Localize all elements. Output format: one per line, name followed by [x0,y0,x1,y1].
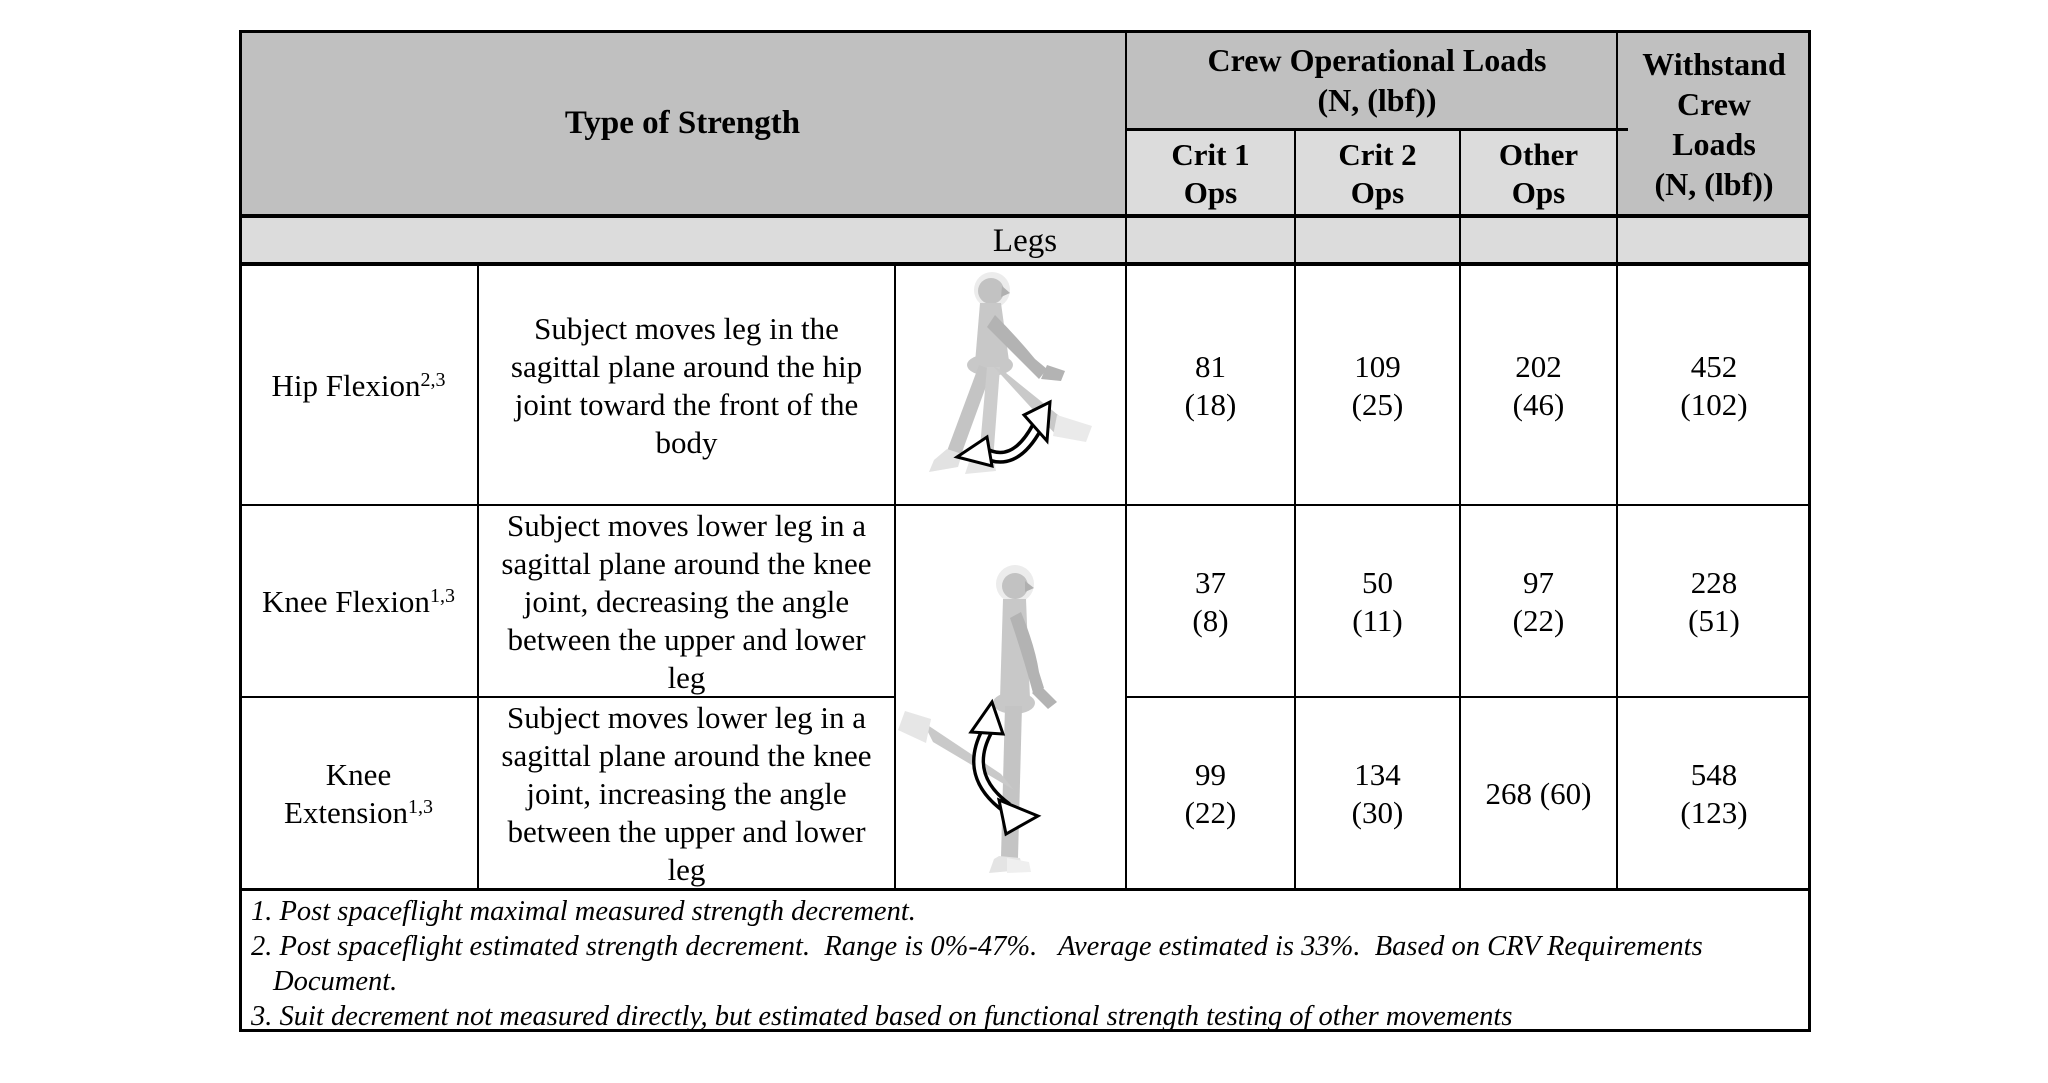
divider [239,504,1811,506]
header-other-ops: Other Ops [1460,130,1617,217]
divider [239,888,1811,891]
header-crit1-ops: Crit 1 Ops [1126,130,1295,217]
value-knee-extension-withstand: 548 (123) [1680,756,1748,830]
divider [894,265,896,890]
divider [1126,696,1811,698]
value-hip-flexion-other: 202 (46) [1512,348,1565,422]
row-hip-flexion-description: Subject moves leg in the sagittal plane … [510,310,863,460]
hip-flexion-figure [895,265,1126,506]
divider [1125,30,1127,890]
divider [1294,130,1296,890]
divider [1126,128,1628,131]
knee-flexion-extension-figure [895,506,1126,890]
value-knee-flexion-crit2: 50 (11) [1352,564,1403,638]
header-withstand-crew-loads: Withstand Crew Loads (N, (lbf)) [1617,30,1811,217]
footnotes: 1. Post spaceflight maximal measured str… [239,890,1811,1032]
row-knee-extension-name: Knee Extension1,3 [239,697,478,890]
motion-arrow [953,399,1052,469]
footnote-marker: 1,3 [408,795,433,818]
row-hip-flexion-name: Hip Flexion2,3 [239,265,478,506]
value-knee-extension-crit1: 99 (22) [1184,756,1237,830]
header-crew-operational-loads: Crew Operational Loads (N, (lbf)) [1126,30,1628,130]
footnote-marker: 1,3 [429,584,455,607]
row-knee-flexion-name: Knee Flexion1,3 [239,506,478,697]
motion-arrow [968,698,1042,837]
footnote-2: 2. Post spaceflight estimated strength d… [251,931,1710,997]
strength-name: Hip Flexion [271,367,421,403]
value-knee-extension-other: 268 (60) [1485,775,1592,811]
divider [477,265,479,890]
strength-table: Type of Strength Crew Operational Loads … [239,30,1811,1032]
footnote-3: 3. Suit decrement not measured directly,… [251,1001,1513,1032]
header-type-of-strength: Type of Strength [239,30,1126,217]
footnote-marker: 2,3 [420,368,446,391]
strength-name: Knee Flexion [262,583,430,619]
value-knee-flexion-other: 97 (22) [1512,564,1565,638]
value-hip-flexion-crit2: 109 (25) [1351,348,1404,422]
divider [239,262,1811,266]
row-knee-flexion-description: Subject moves lower leg in a sagittal pl… [501,507,872,695]
divider [239,696,895,698]
hip-flexion-illustration [929,272,1092,474]
value-knee-flexion-crit1: 37 (8) [1192,564,1229,638]
value-knee-extension-crit2: 134 (30) [1351,756,1404,830]
knee-flexion-extension-illustration [898,565,1057,873]
row-knee-extension-description: Subject moves lower leg in a sagittal pl… [501,699,872,887]
divider [239,214,1811,218]
header-crit2-ops: Crit 2 Ops [1295,130,1460,217]
value-knee-flexion-withstand: 228 (51) [1688,564,1740,638]
value-hip-flexion-crit1: 81 (18) [1184,348,1237,422]
footnote-1: 1. Post spaceflight maximal measured str… [251,896,916,927]
strength-name: Knee Extension [284,756,408,830]
value-hip-flexion-withstand: 452 (102) [1680,348,1748,422]
divider [1616,30,1618,890]
section-legs: Legs [239,217,1811,265]
divider [1459,130,1461,890]
